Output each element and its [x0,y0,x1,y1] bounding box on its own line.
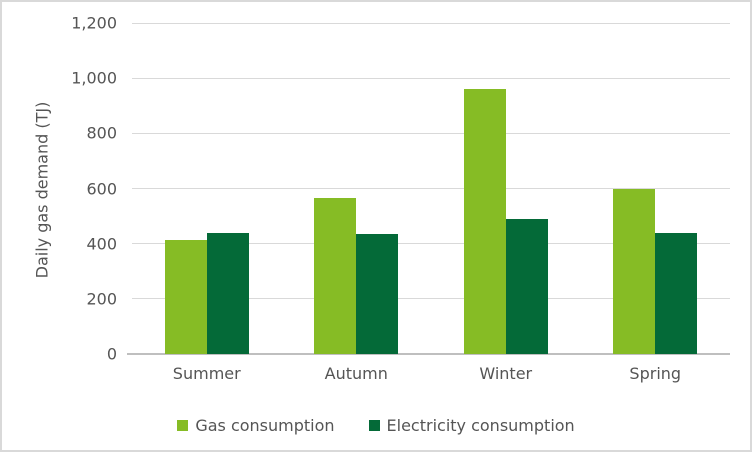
y-tick-label-1200: 1,200 [71,13,117,33]
y-tick-label-200: 200 [86,289,117,309]
bar-winter-electricity-consumption [505,218,548,354]
gridline-800 [132,132,730,134]
x-label-autumn: Autumn [324,364,388,383]
legend-label: Electricity consumption [386,415,575,435]
y-tick-label-800: 800 [86,123,117,143]
gridline-1000 [132,77,730,79]
bar-autumn-gas-consumption [314,198,357,354]
y-tick-label-1000: 1,000 [71,68,117,88]
x-axis-category-labels: Summer Autumn Winter Spring [132,364,730,386]
legend-item-gas-consumption: Gas consumption [177,415,335,435]
x-axis-line [127,353,730,355]
legend-item-electricity-consumption: Electricity consumption [368,415,575,435]
bar-spring-gas-consumption [613,188,656,354]
gridline-600 [132,188,730,189]
bar-summer-electricity-consumption [206,232,249,354]
y-tick-label-400: 400 [86,234,117,254]
x-label-winter: Winter [479,364,533,383]
x-label-summer: Summer [172,364,241,383]
legend: Gas consumption Electricity consumption [2,412,750,438]
legend-swatch-icon [368,419,380,431]
plot-area [127,22,730,355]
bar-spring-electricity-consumption [655,232,698,354]
bar-autumn-electricity-consumption [356,234,399,354]
gridline-200 [132,298,730,300]
y-tick-label-600: 600 [86,179,117,198]
bar-winter-gas-consumption [463,89,506,354]
y-axis-tick-labels: 0 200 400 600 800 1,000 1,200 [2,14,117,364]
legend-swatch-icon [177,419,189,431]
y-tick-label-0: 0 [106,344,117,364]
bar-summer-gas-consumption [164,239,207,354]
gridline-400 [132,243,730,245]
legend-label: Gas consumption [195,415,335,435]
x-label-spring: Spring [629,364,682,383]
gridline-1200 [132,22,730,24]
